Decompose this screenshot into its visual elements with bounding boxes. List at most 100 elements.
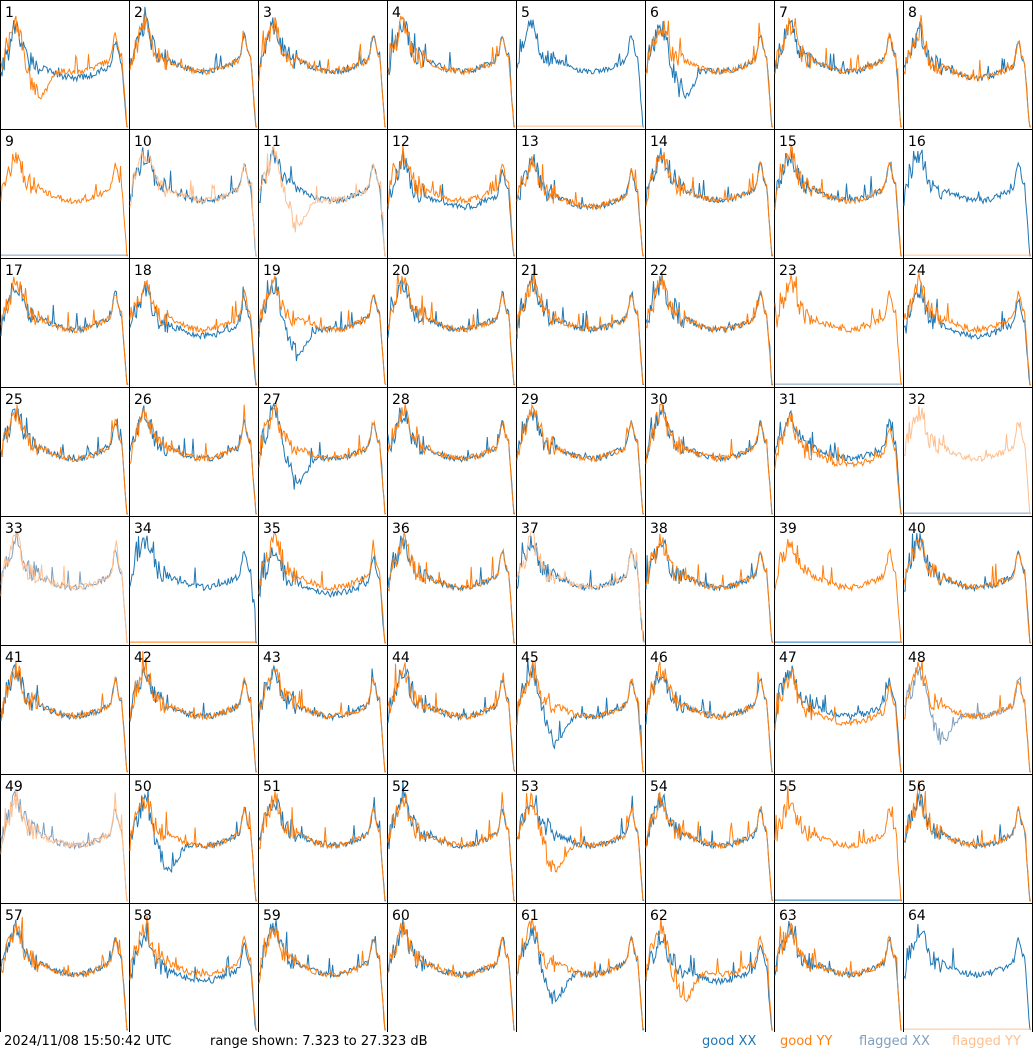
yy-trace [258,402,386,515]
panel-5: 5 [516,0,646,130]
panel-label: 24 [908,263,926,279]
panel-frame [387,516,517,646]
yy-trace [516,156,644,257]
footer-bar: 2024/11/08 15:50:42 UTC range shown: 7.3… [0,1032,1033,1053]
panel-7: 7 [774,0,904,130]
yy-trace [258,925,386,1031]
legend-good-yy: good YY [780,1034,833,1049]
panel-23: 23 [774,258,904,388]
panel-label: 35 [263,521,281,537]
panel-40: 40 [903,516,1033,646]
panel-label: 36 [392,521,410,537]
panel-label: 39 [779,521,797,537]
yy-trace [129,404,258,515]
yy-trace [129,150,258,257]
panel-61: 61 [516,903,646,1032]
panel-label: 3 [263,5,272,21]
panel-52: 52 [387,774,517,904]
panel-41: 41 [0,645,130,775]
panel-label: 9 [5,134,14,150]
panel-frame [258,258,388,388]
panel-label: 4 [392,5,401,21]
yy-trace [903,273,1031,386]
panel-label: 57 [5,908,23,924]
yy-trace [387,662,516,773]
panel-51: 51 [258,774,388,904]
panel-label: 55 [779,779,797,795]
panel-22: 22 [645,258,775,388]
xx-trace [645,930,773,1031]
yy-trace [516,918,645,1030]
panel-frame [903,903,1033,1032]
panel-frame [0,774,130,904]
panel-49: 49 [0,774,130,904]
panel-frame [774,0,904,130]
xx-trace [0,919,128,1031]
yy-trace [387,532,515,644]
yy-trace [774,539,903,644]
panel-label: 20 [392,263,410,279]
legend-flagged-yy: flagged YY [952,1034,1021,1049]
xx-trace [516,658,645,773]
xx-trace [258,664,386,773]
yy-trace [129,915,258,1031]
panel-3: 3 [258,0,388,130]
yy-trace [129,14,258,128]
yy-trace [774,668,902,773]
yy-trace [903,660,1031,773]
panel-31: 31 [774,387,904,517]
xx-trace [645,793,774,902]
yy-trace [129,651,257,773]
xx-trace [903,149,1031,257]
panel-frame [903,387,1033,517]
panel-frame [774,129,904,259]
xx-trace [903,666,1031,773]
panel-37: 37 [516,516,646,646]
panel-frame [516,903,646,1032]
panel-frame [258,129,388,259]
panel-frame [387,258,517,388]
yy-trace [645,792,774,902]
panel-frame [774,903,904,1032]
panel-label: 11 [263,134,281,150]
panel-18: 18 [129,258,259,388]
yy-trace [774,413,902,515]
xx-trace [516,274,645,386]
yy-trace [387,15,515,128]
panel-frame [0,0,130,130]
yy-trace [903,780,1032,902]
panel-frame [903,645,1033,775]
panel-34: 34 [129,516,259,646]
panel-frame [0,387,130,517]
panel-25: 25 [0,387,130,517]
panel-15: 15 [774,129,904,259]
yy-trace [516,264,645,385]
xx-trace [516,19,644,128]
yy-trace [645,20,773,128]
xx-trace [129,922,257,1031]
xx-trace [387,918,515,1031]
panel-frame [258,774,388,904]
panel-frame [645,387,775,517]
panel-label: 32 [908,392,926,408]
panel-38: 38 [645,516,775,646]
panel-frame [645,645,775,775]
panel-frame [516,129,646,259]
panel-frame [258,645,388,775]
panel-47: 47 [774,645,904,775]
timestamp: 2024/11/08 15:50:42 UTC [4,1034,172,1049]
xx-trace [774,19,902,128]
yy-trace [0,276,129,386]
yy-trace [258,144,386,257]
panel-27: 27 [258,387,388,517]
panel-57: 57 [0,903,130,1032]
panel-label: 15 [779,134,797,150]
yy-trace [258,668,386,773]
yy-trace [516,792,645,901]
panel-frame [516,774,646,904]
panel-frame [387,0,517,130]
panel-label: 2 [134,5,143,21]
yy-trace [774,922,902,1031]
panel-label: 59 [263,908,281,924]
panel-62: 62 [645,903,775,1032]
